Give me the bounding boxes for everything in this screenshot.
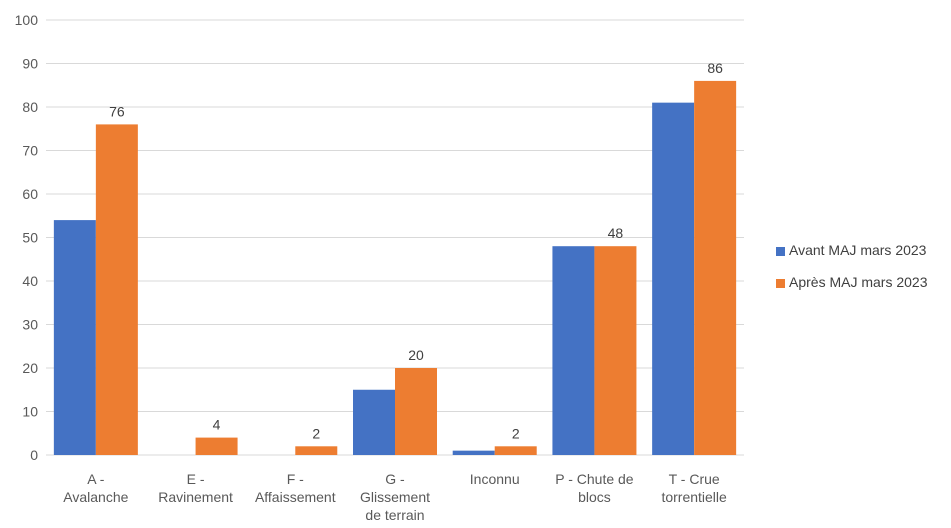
bar-apres bbox=[395, 368, 437, 455]
bar-apres bbox=[295, 446, 338, 455]
bar-apres bbox=[694, 80, 737, 456]
x-tick-label: P - Chute de bbox=[555, 471, 634, 487]
data-labels: 76 4 2 20 2 48 86 bbox=[109, 60, 723, 441]
bars bbox=[53, 80, 737, 456]
y-tick-label: 40 bbox=[22, 273, 38, 289]
bar-avant bbox=[353, 389, 395, 455]
y-tick-label: 30 bbox=[22, 317, 38, 333]
x-tick-label: Glissement bbox=[360, 489, 430, 505]
y-tick-label: 90 bbox=[22, 56, 38, 72]
y-tick-label: 10 bbox=[22, 404, 38, 420]
y-tick-label: 20 bbox=[22, 360, 38, 376]
legend-swatch bbox=[776, 279, 785, 288]
y-tick-label: 0 bbox=[30, 447, 38, 463]
data-label: 4 bbox=[213, 417, 221, 433]
bar-avant bbox=[452, 450, 495, 455]
x-tick-label: torrentielle bbox=[661, 489, 727, 505]
legend-label: Après MAJ mars 2023 bbox=[789, 274, 928, 290]
bar-apres bbox=[95, 124, 138, 456]
x-tick-label: blocs bbox=[578, 489, 611, 505]
gridlines bbox=[46, 19, 744, 456]
bar-avant bbox=[652, 102, 695, 456]
data-label: 76 bbox=[109, 103, 125, 119]
x-tick-label: A - bbox=[87, 471, 104, 487]
bar-apres bbox=[594, 246, 637, 455]
x-tick-label: G - bbox=[385, 471, 405, 487]
data-label: 86 bbox=[707, 60, 723, 76]
data-label: 20 bbox=[408, 347, 424, 363]
legend-swatch bbox=[776, 247, 785, 256]
data-label: 2 bbox=[512, 425, 520, 441]
legend: Avant MAJ mars 2023 Après MAJ mars 2023 bbox=[776, 242, 928, 290]
bar-apres bbox=[494, 446, 537, 455]
x-tick-label: Inconnu bbox=[470, 471, 520, 487]
y-tick-label: 50 bbox=[22, 230, 38, 246]
x-tick-label: F - bbox=[287, 471, 304, 487]
y-tick-label: 100 bbox=[15, 12, 39, 28]
y-tick-label: 70 bbox=[22, 143, 38, 159]
y-axis: 0 10 20 30 40 50 60 70 80 90 100 bbox=[15, 12, 39, 463]
data-label: 48 bbox=[608, 225, 624, 241]
y-tick-label: 60 bbox=[22, 186, 38, 202]
x-axis: A - Avalanche E - Ravinement F - Affaissement… bbox=[63, 471, 727, 523]
x-tick-label: de terrain bbox=[365, 507, 424, 523]
x-tick-label: Avalanche bbox=[63, 489, 128, 505]
bar-avant bbox=[552, 246, 595, 455]
x-tick-label: Affaissement bbox=[255, 489, 336, 505]
x-tick-label: Ravinement bbox=[158, 489, 233, 505]
bar-apres bbox=[195, 437, 238, 455]
bar-avant bbox=[53, 220, 96, 455]
y-tick-label: 80 bbox=[22, 99, 38, 115]
data-label: 2 bbox=[312, 425, 320, 441]
x-tick-label: E - bbox=[187, 471, 205, 487]
legend-label: Avant MAJ mars 2023 bbox=[789, 242, 927, 258]
x-tick-label: T - Crue bbox=[669, 471, 720, 487]
